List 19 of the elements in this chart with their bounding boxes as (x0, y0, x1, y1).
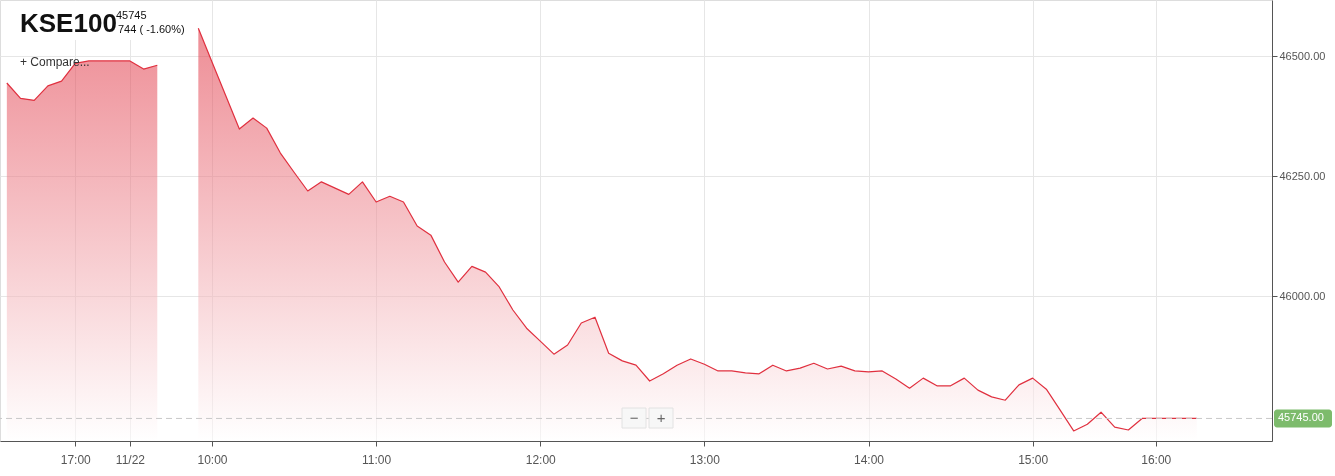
x-tick-label: 16:00 (1141, 452, 1172, 467)
ref-line-label: 45745.00 (1278, 411, 1324, 424)
annotation: + Compare... (20, 55, 90, 69)
chart-title: KSE100 (20, 8, 117, 38)
x-tick-label: 11:00 (362, 452, 392, 467)
x-tick-label: 14:00 (854, 452, 885, 467)
x-tick-label: 10:00 (197, 452, 228, 467)
x-tick-label: 17:00 (60, 452, 92, 467)
y-tick-label: 46250.00 (1279, 169, 1326, 182)
x-tick-label: 12:00 (525, 452, 557, 467)
x-tick-label: 13:00 (689, 452, 721, 467)
y-tick-label: 46500.00 (1279, 49, 1326, 62)
text: 45745 (116, 9, 147, 21)
x-tick-label: 15:00 (1018, 452, 1049, 467)
y-tick-label: 46000.00 (1279, 289, 1326, 302)
annotation: 744 ( -1.60%) (118, 23, 185, 35)
x-tick-label: 11/22 (115, 452, 146, 467)
annotation: − (629, 409, 639, 426)
annotation: + (656, 409, 666, 426)
